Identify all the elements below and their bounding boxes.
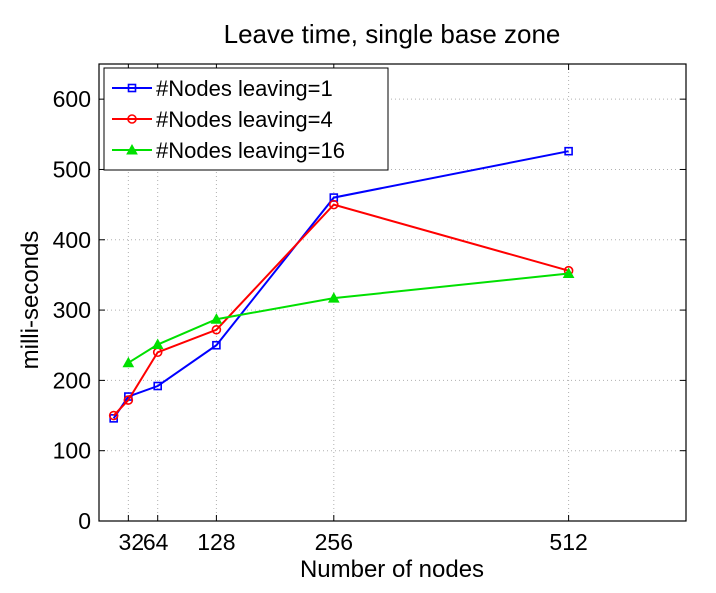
data-point <box>126 143 138 155</box>
x-tick-label: 32 <box>119 529 145 555</box>
data-point <box>122 356 135 368</box>
data-point <box>328 199 339 210</box>
y-tick-label: 200 <box>53 367 91 393</box>
x-tick-label: 256 <box>315 529 353 555</box>
data-point <box>127 83 137 93</box>
data-point <box>108 410 119 421</box>
data-point <box>212 340 221 350</box>
data-point <box>211 324 222 335</box>
y-axis-label: milli-seconds <box>17 231 44 370</box>
y-tick-label: 0 <box>78 508 91 534</box>
legend: #Nodes leaving=1 #Nodes leaving=4 #Nodes l… <box>103 67 389 171</box>
y-tick-label: 400 <box>53 227 91 253</box>
x-tick-label: 64 <box>143 529 169 555</box>
data-point <box>564 146 573 156</box>
x-tick-label: 512 <box>549 529 587 555</box>
series-1 <box>109 146 573 423</box>
y-tick-label: 500 <box>53 156 91 182</box>
plot-frame <box>98 63 687 522</box>
series-3 <box>122 267 575 368</box>
data-point <box>210 313 223 324</box>
data-point <box>153 381 162 391</box>
y-tick-label: 100 <box>53 438 91 464</box>
chart-title: Leave time, single base zone <box>224 19 561 49</box>
data-point <box>151 338 164 350</box>
y-tick-label: 300 <box>53 297 91 323</box>
legend-label: #Nodes leaving=1 <box>156 76 333 101</box>
data-point <box>127 114 137 124</box>
y-tick-label: 600 <box>53 86 91 112</box>
data-point <box>327 292 340 303</box>
data-point <box>123 395 134 405</box>
legend-label: #Nodes leaving=4 <box>156 107 333 132</box>
x-tick-label: 128 <box>197 529 235 555</box>
data-point <box>562 267 575 279</box>
legend-label: #Nodes leaving=16 <box>156 138 345 163</box>
x-axis-label: Number of nodes <box>300 556 484 583</box>
series-2 <box>108 199 574 421</box>
